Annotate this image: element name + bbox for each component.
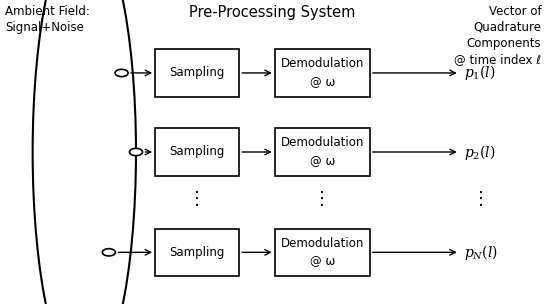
Circle shape (102, 249, 115, 256)
Bar (155, 128, 239, 176)
Text: ⋮: ⋮ (313, 190, 331, 208)
Text: $p_{N}(l)$: $p_{N}(l)$ (464, 243, 498, 262)
Bar (275, 128, 370, 176)
Text: Sampling: Sampling (170, 67, 225, 79)
Text: @ ω: @ ω (310, 76, 335, 88)
Text: ⋮: ⋮ (188, 190, 206, 208)
Circle shape (115, 69, 128, 77)
Bar (155, 50, 239, 97)
Text: @ ω: @ ω (310, 255, 335, 268)
Text: Demodulation: Demodulation (281, 57, 364, 70)
Text: Sampling: Sampling (170, 146, 225, 158)
Text: Vector of
Quadrature
Components
@ time index ℓ: Vector of Quadrature Components @ time i… (454, 5, 541, 66)
Text: Ambient Field:
Signal+Noise: Ambient Field: Signal+Noise (5, 5, 90, 33)
Text: $p_{1}(l)$: $p_{1}(l)$ (464, 64, 496, 82)
Text: $p_{2}(l)$: $p_{2}(l)$ (464, 143, 496, 161)
Bar (275, 50, 370, 97)
Text: ⋮: ⋮ (472, 190, 491, 208)
Text: @ ω: @ ω (310, 155, 335, 168)
Bar (275, 229, 370, 276)
Text: Demodulation: Demodulation (281, 237, 364, 250)
Bar (155, 229, 239, 276)
Circle shape (129, 148, 143, 156)
Text: Pre-Processing System: Pre-Processing System (189, 5, 355, 19)
Text: Sampling: Sampling (170, 246, 225, 259)
Text: Demodulation: Demodulation (281, 136, 364, 149)
